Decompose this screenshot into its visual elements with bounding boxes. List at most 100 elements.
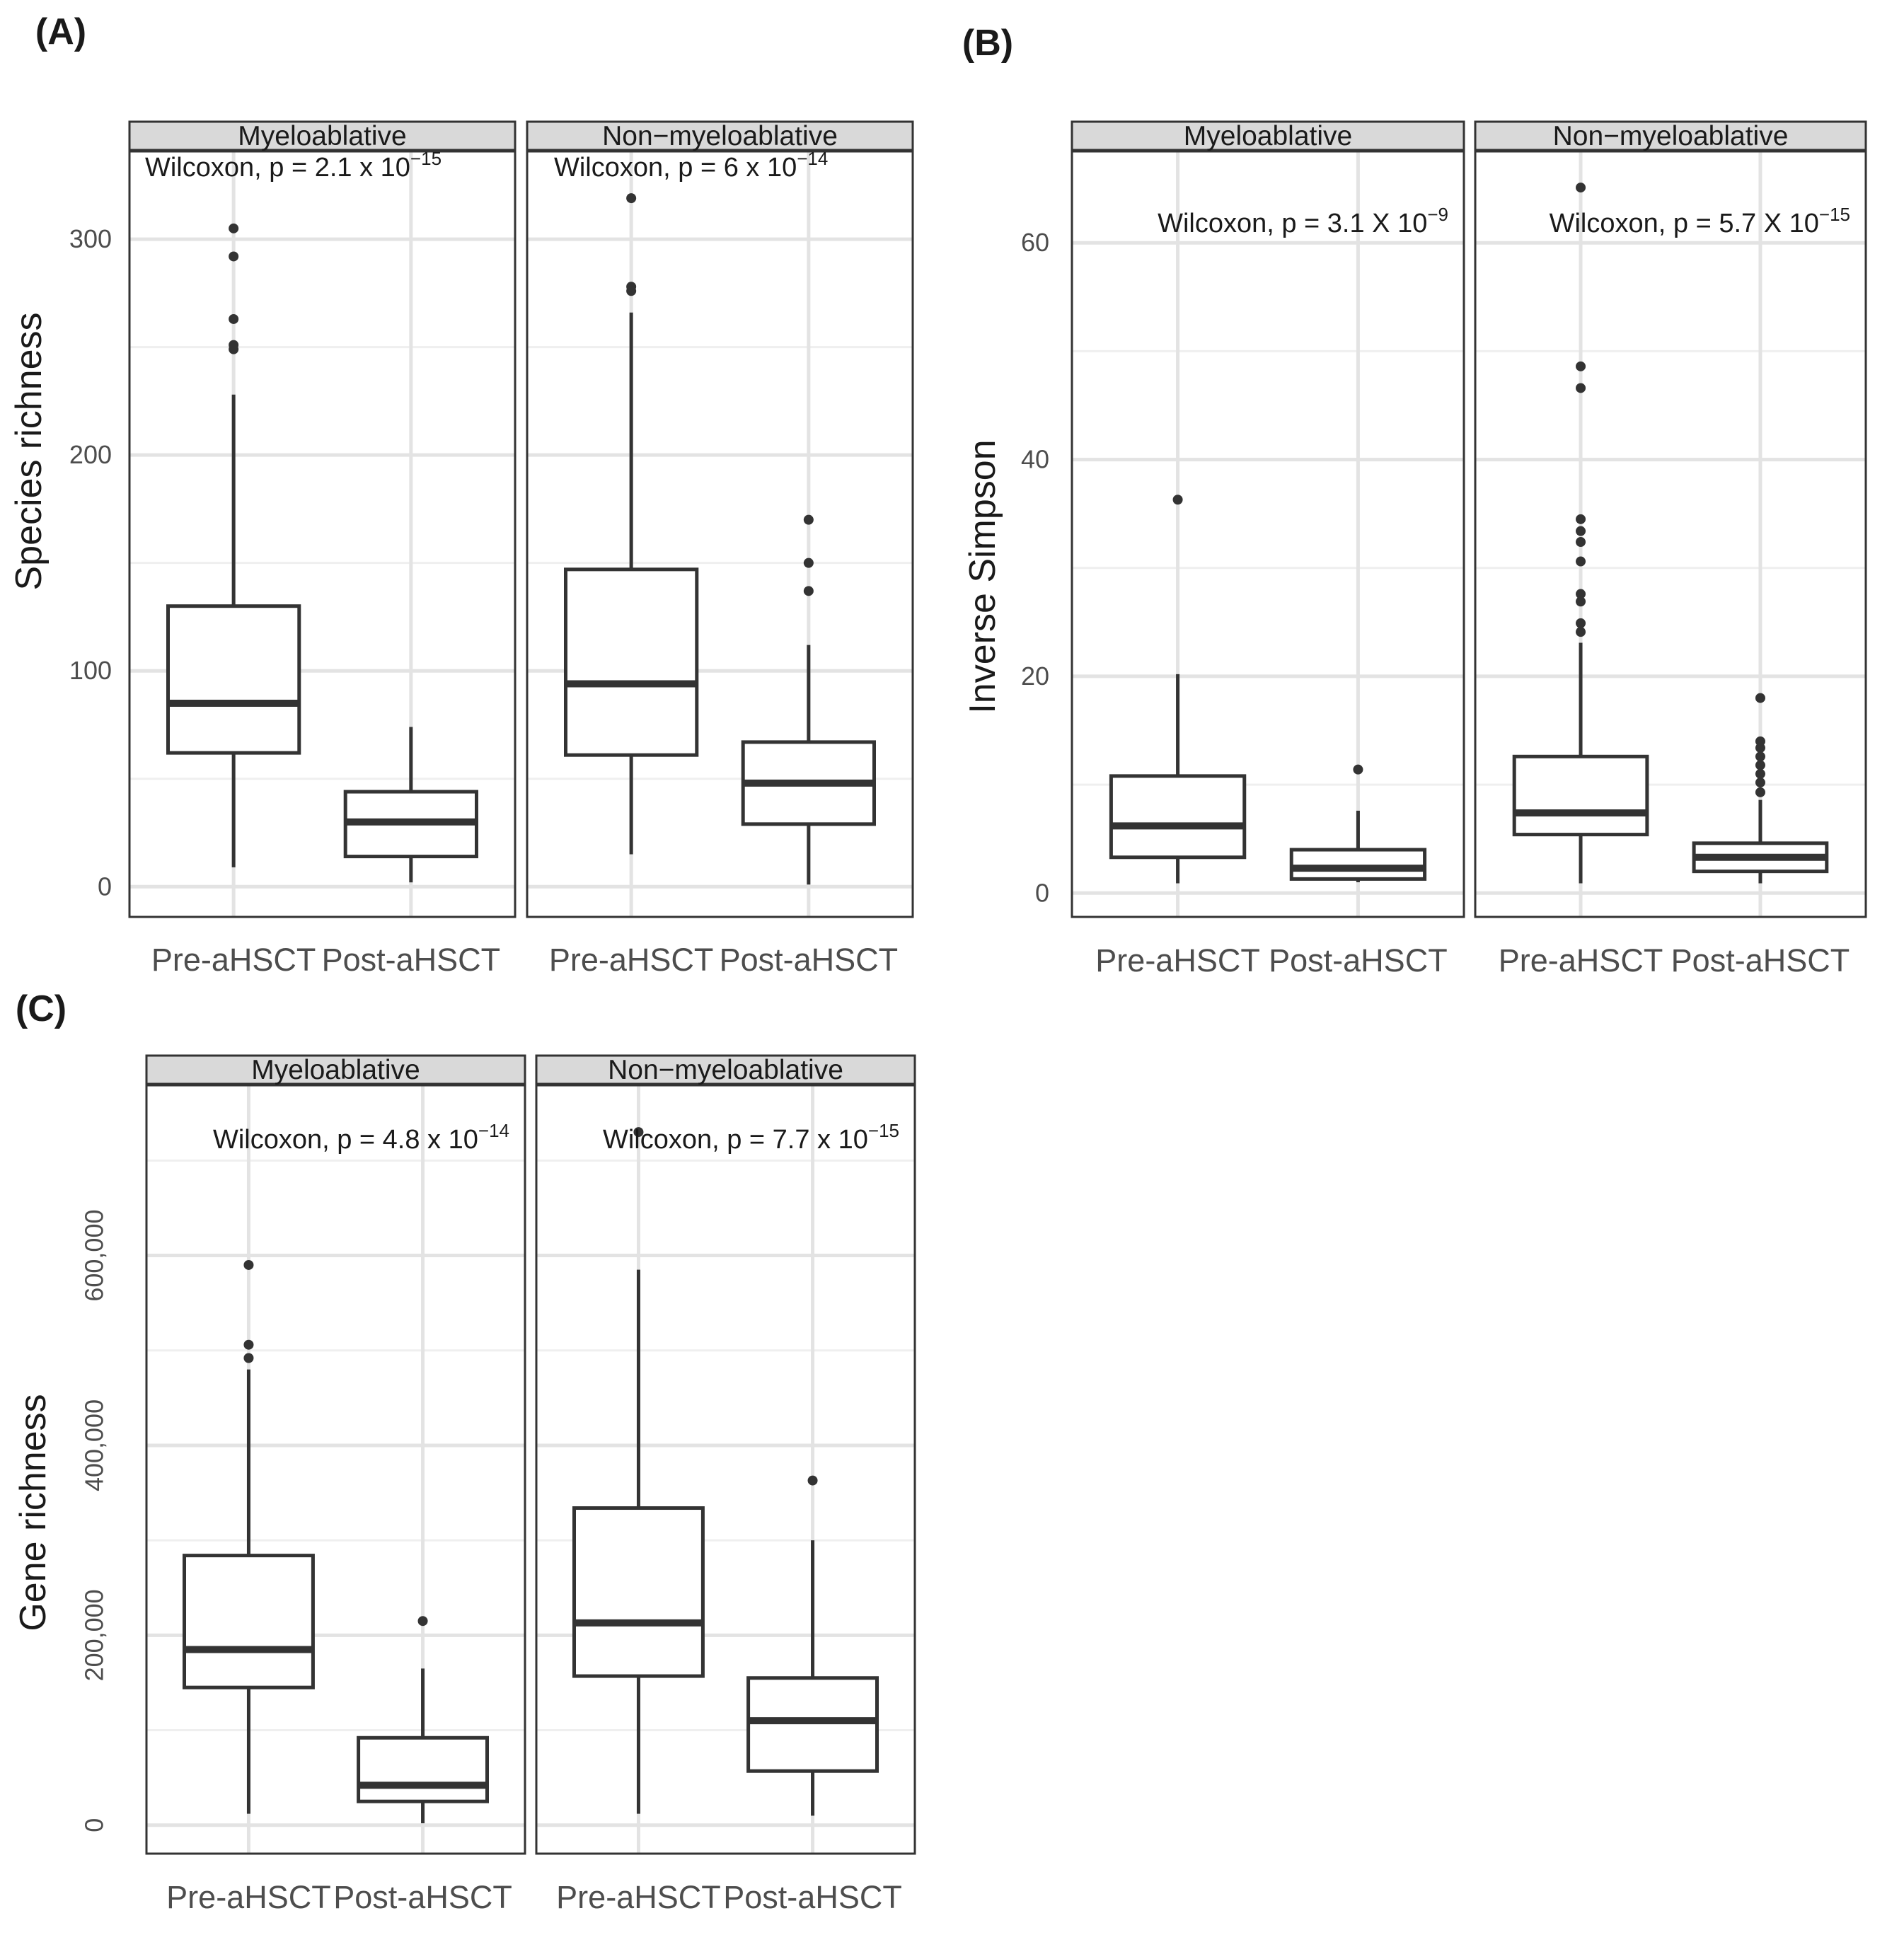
- box-iqr: [746, 1676, 879, 1773]
- facet-strip: [526, 120, 914, 152]
- facet-myeloablative: Myeloablative Wilcoxon, p = 4.8 x 10−14 Pr…: [145, 1054, 526, 1915]
- annotation-exponent: −14: [478, 1120, 509, 1141]
- box-pre-ahsct: [1109, 495, 1247, 884]
- annotation-text: Wilcoxon, p = 3.1 X 10: [1158, 209, 1427, 238]
- facet-strip: [128, 120, 517, 152]
- facet-strip: [1071, 120, 1465, 152]
- wilcoxon-annotation: Wilcoxon, p = 2.1 x 10−15: [145, 148, 442, 183]
- annotation-text: Wilcoxon, p = 6 x 10: [554, 153, 797, 183]
- y-axis-title: Gene richness: [13, 1394, 54, 1631]
- x-tick-label: Post-aHSCT: [322, 942, 501, 978]
- box-pre-ahsct: [183, 1259, 315, 1814]
- outlier-point: [803, 586, 814, 596]
- panel-b: (B) Inverse Simpson 0 20 40 60 Myeloablative Wi…: [962, 23, 1867, 978]
- annotation-exponent: −14: [797, 148, 828, 169]
- facet-strip: [1474, 120, 1867, 152]
- panel-a: (A) Species richness 0 100 200 300 Myeloablati…: [8, 11, 914, 978]
- annotation-text: Wilcoxon, p = 4.8 x 10: [213, 1125, 478, 1155]
- box-pre-ahsct: [564, 193, 699, 855]
- x-tick-label: Post-aHSCT: [1269, 942, 1448, 978]
- y-tick-label: 400,000: [80, 1399, 109, 1491]
- outlier-point: [1576, 627, 1586, 637]
- outlier-point: [1755, 760, 1765, 770]
- y-axis-title: Inverse Simpson: [962, 439, 1003, 713]
- y-tick-label: 40: [1021, 445, 1049, 474]
- x-tick-label: Post-aHSCT: [720, 942, 899, 978]
- y-tick-label: 200: [69, 440, 112, 469]
- annotation-exponent: −15: [1819, 204, 1850, 225]
- box-iqr: [1512, 754, 1649, 837]
- outlier-point: [1576, 526, 1586, 536]
- facet-strip: [535, 1054, 916, 1086]
- y-axis-title: Species richness: [8, 312, 50, 590]
- facet-strip-label: Myeloablative: [238, 121, 406, 151]
- outlier-point: [243, 1339, 254, 1350]
- box-pre-ahsct: [166, 223, 301, 867]
- wilcoxon-annotation: Wilcoxon, p = 3.1 X 10−9: [1158, 204, 1448, 238]
- box-post-ahsct: [1692, 693, 1829, 884]
- facet-strip-label: Myeloablative: [1184, 121, 1352, 151]
- facet-strip-label: Myeloablative: [251, 1055, 420, 1085]
- x-tick-label: Pre-aHSCT: [1499, 942, 1663, 978]
- wilcoxon-annotation: Wilcoxon, p = 4.8 x 10−14: [213, 1120, 509, 1155]
- wilcoxon-annotation: Wilcoxon, p = 6 x 10−14: [554, 148, 828, 183]
- outlier-point: [807, 1475, 818, 1486]
- facet-strip-label: Non−myeloablative: [602, 121, 838, 151]
- outlier-point: [1755, 768, 1765, 779]
- y-tick-label: 200,000: [80, 1589, 109, 1681]
- outlier-point: [1576, 536, 1586, 547]
- outlier-point: [229, 251, 239, 262]
- y-tick-label: 60: [1021, 228, 1049, 257]
- y-tick-label: 0: [1035, 878, 1049, 907]
- wilcoxon-annotation: Wilcoxon, p = 7.7 x 10−15: [603, 1120, 899, 1155]
- box-iqr: [166, 604, 301, 755]
- outlier-point: [803, 558, 814, 568]
- box-post-ahsct: [357, 1616, 489, 1824]
- facet-non-myeloablative: Non−myeloablative Wilcoxon, p = 7.7 x 10−…: [535, 1054, 916, 1915]
- y-tick-label: 600,000: [80, 1209, 109, 1301]
- x-tick-label: Pre-aHSCT: [549, 942, 714, 978]
- outlier-point: [1576, 589, 1586, 599]
- outlier-point: [1755, 778, 1765, 788]
- outlier-point: [1576, 556, 1586, 567]
- x-tick-label: Pre-aHSCT: [1095, 942, 1260, 978]
- x-tick-label: Post-aHSCT: [1671, 942, 1850, 978]
- wilcoxon-annotation: Wilcoxon, p = 5.7 X 10−15: [1550, 204, 1850, 238]
- facet-strip-label: Non−myeloablative: [1553, 121, 1789, 151]
- y-tick-label: 300: [69, 224, 112, 253]
- outlier-point: [626, 193, 637, 204]
- box-pre-ahsct: [572, 1127, 705, 1814]
- panel-c: (C) Gene richness 0 200,000 400,000 600,000 My…: [13, 988, 916, 1915]
- y-tick-label: 0: [80, 1818, 109, 1832]
- box-post-ahsct: [746, 1475, 879, 1816]
- outlier-point: [1755, 787, 1765, 797]
- facet-strip-label: Non−myeloablative: [608, 1055, 843, 1085]
- box-iqr: [1109, 774, 1247, 860]
- outlier-point: [626, 282, 637, 292]
- outlier-point: [633, 1127, 644, 1138]
- outlier-point: [803, 514, 814, 525]
- outlier-point: [1755, 693, 1765, 703]
- x-tick-label: Pre-aHSCT: [166, 1879, 331, 1915]
- y-tick-label: 0: [98, 872, 112, 901]
- outlier-point: [1576, 361, 1586, 371]
- box-iqr: [357, 1735, 489, 1803]
- outlier-point: [229, 223, 239, 233]
- panel-label: (B): [962, 23, 1013, 64]
- annotation-text: Wilcoxon, p = 7.7 x 10: [603, 1125, 868, 1155]
- y-tick-label: 100: [69, 656, 112, 685]
- x-tick-label: Pre-aHSCT: [556, 1879, 721, 1915]
- outlier-point: [229, 313, 239, 324]
- x-tick-label: Post-aHSCT: [723, 1879, 902, 1915]
- outlier-point: [1576, 383, 1586, 393]
- outlier-point: [1576, 183, 1586, 193]
- box-iqr: [183, 1554, 315, 1689]
- outlier-point: [243, 1259, 254, 1270]
- annotation-text: Wilcoxon, p = 5.7 X 10: [1550, 209, 1819, 238]
- outlier-point: [229, 340, 239, 350]
- outlier-point: [1172, 495, 1183, 505]
- panel-label: (C): [16, 988, 67, 1029]
